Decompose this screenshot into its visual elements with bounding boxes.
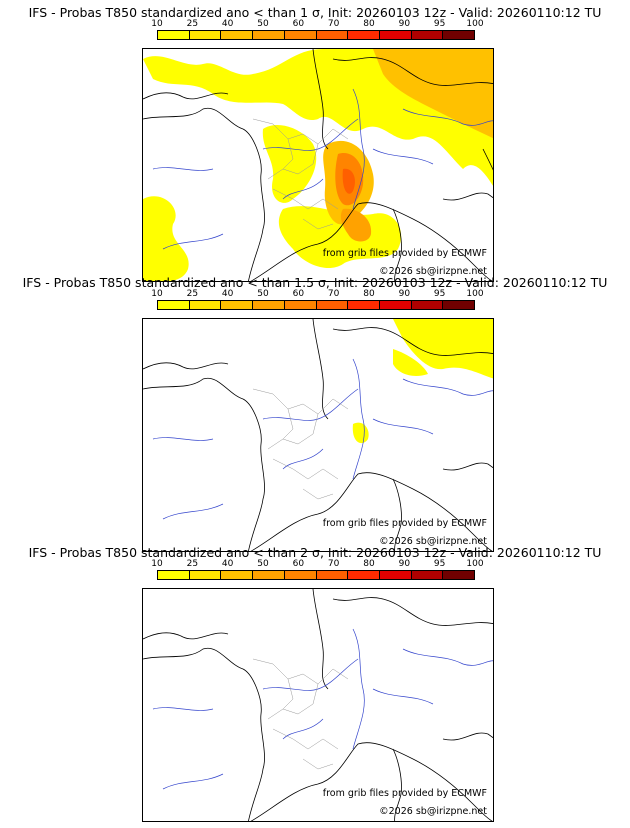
- colorbar-tick-label: 60: [292, 19, 305, 29]
- copyright-credit: ©2026 sb@irizpne.net: [379, 806, 487, 817]
- colorbar-segment: [189, 301, 222, 309]
- colorbar-tick-label: 90: [398, 19, 411, 29]
- colorbar-tick-label: 95: [433, 19, 446, 29]
- region-borders: [252, 388, 349, 500]
- colorbar-tick-label: 40: [221, 559, 234, 569]
- colorbar-tick-label: 100: [466, 289, 484, 299]
- colorbar-tick-label: 40: [221, 19, 234, 29]
- colorbar-segment: [411, 571, 444, 579]
- colorbar-segment: [189, 571, 222, 579]
- rivers: [152, 358, 493, 520]
- colorbar-segment: [253, 571, 285, 579]
- colorbar-tick-label: 40: [221, 289, 234, 299]
- colorbar-segment: [221, 571, 254, 579]
- map-canvas: [143, 319, 493, 551]
- colorbar-tick-label: 50: [257, 19, 269, 29]
- colorbar-labels: 10 25 40 50 60 70 80 90 95 100: [150, 559, 490, 571]
- colorbar-labels: 10 25 40 50 60 70 80 90 95 100: [150, 19, 490, 31]
- panel-title: IFS - Probas T850 standardized ano < tha…: [22, 275, 608, 290]
- colorbar: [157, 300, 475, 310]
- colorbar-tick-label: 70: [327, 559, 340, 569]
- colorbar-segment: [411, 31, 444, 39]
- colorbar-segment: [443, 31, 475, 39]
- colorbar-segment: [316, 571, 349, 579]
- colorbar-segment: [348, 571, 380, 579]
- region-borders: [252, 658, 349, 770]
- colorbar-tick-label: 80: [363, 289, 375, 299]
- colorbar-tick-label: 10: [151, 289, 163, 299]
- colorbar-tick-label: 25: [186, 559, 199, 569]
- colorbar-segment: [443, 301, 475, 309]
- probability-fill: [143, 49, 493, 281]
- probability-map: from grib files provided by ECMWF ©2026 …: [142, 48, 494, 282]
- colorbar-segment: [316, 301, 349, 309]
- colorbar-tick-label: 90: [398, 289, 411, 299]
- colorbar-tick-label: 95: [433, 559, 446, 569]
- probability-map: from grib files provided by ECMWF ©2026 …: [142, 318, 494, 552]
- map-panel-2: IFS - Probas T850 standardized ano < tha…: [0, 276, 630, 552]
- colorbar-segment: [379, 571, 412, 579]
- probability-fill: [352, 319, 493, 444]
- probability-map: from grib files provided by ECMWF ©2026 …: [142, 588, 494, 822]
- map-canvas: [143, 49, 493, 281]
- colorbar-segment: [158, 301, 190, 309]
- colorbar-segment: [348, 31, 380, 39]
- source-credit: from grib files provided by ECMWF: [322, 518, 487, 529]
- colorbar-labels: 10 25 40 50 60 70 80 90 95 100: [150, 289, 490, 301]
- colorbar: [157, 570, 475, 580]
- colorbar-tick-label: 60: [292, 559, 305, 569]
- colorbar-segment: [253, 31, 285, 39]
- colorbar-tick-label: 70: [327, 289, 340, 299]
- colorbar-tick-label: 10: [151, 559, 163, 569]
- colorbar-tick-label: 10: [151, 19, 163, 29]
- colorbar-segment: [284, 301, 317, 309]
- source-credit: from grib files provided by ECMWF: [322, 248, 487, 259]
- copyright-credit: ©2026 sb@irizpne.net: [379, 536, 487, 547]
- map-canvas: [143, 589, 493, 821]
- colorbar-segment: [253, 301, 285, 309]
- colorbar-segment: [379, 301, 412, 309]
- colorbar-tick-label: 100: [466, 559, 484, 569]
- colorbar-tick-label: 25: [186, 19, 199, 29]
- colorbar-tick-label: 25: [186, 289, 199, 299]
- panel-title: IFS - Probas T850 standardized ano < tha…: [28, 545, 602, 560]
- colorbar-segment: [443, 571, 475, 579]
- copyright-credit: ©2026 sb@irizpne.net: [379, 266, 487, 277]
- rivers: [152, 88, 493, 250]
- colorbar-tick-label: 50: [257, 289, 269, 299]
- colorbar-tick-label: 50: [257, 559, 269, 569]
- source-credit: from grib files provided by ECMWF: [322, 788, 487, 799]
- rivers: [152, 628, 493, 790]
- colorbar-segment: [221, 31, 254, 39]
- colorbar: [157, 30, 475, 40]
- colorbar-tick-label: 95: [433, 289, 446, 299]
- colorbar-segment: [379, 31, 412, 39]
- colorbar-tick-label: 70: [327, 19, 340, 29]
- map-panel-3: IFS - Probas T850 standardized ano < tha…: [0, 546, 630, 822]
- colorbar-segment: [316, 31, 349, 39]
- colorbar-tick-label: 100: [466, 19, 484, 29]
- colorbar-segment: [411, 301, 444, 309]
- map-panel-1: IFS - Probas T850 standardized ano < tha…: [0, 6, 630, 282]
- colorbar-segment: [158, 31, 190, 39]
- colorbar-tick-label: 80: [363, 19, 375, 29]
- colorbar-segment: [284, 31, 317, 39]
- colorbar-tick-label: 60: [292, 289, 305, 299]
- colorbar-segment: [284, 571, 317, 579]
- colorbar-segment: [158, 571, 190, 579]
- colorbar-segment: [348, 301, 380, 309]
- region-borders: [252, 118, 349, 230]
- colorbar-tick-label: 80: [363, 559, 375, 569]
- colorbar-segment: [221, 301, 254, 309]
- colorbar-tick-label: 90: [398, 559, 411, 569]
- colorbar-segment: [189, 31, 222, 39]
- panel-title: IFS - Probas T850 standardized ano < tha…: [28, 5, 602, 20]
